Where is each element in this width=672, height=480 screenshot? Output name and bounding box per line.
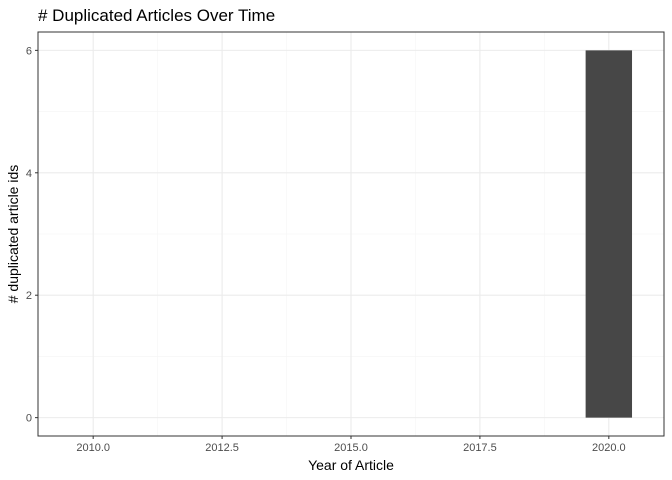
y-tick-label: 4 [26, 168, 32, 180]
y-tick-label: 6 [26, 45, 32, 57]
y-axis-title: # duplicated article ids [5, 165, 21, 304]
x-axis: 2010.0 2012.5 2015.0 2017.5 2020.0 [76, 436, 626, 454]
y-tick-label: 0 [26, 413, 32, 425]
y-tick-label: 2 [26, 290, 32, 302]
x-tick-label: 2015.0 [334, 442, 368, 454]
x-tick-label: 2017.5 [463, 442, 497, 454]
x-tick-label: 2020.0 [592, 442, 626, 454]
x-axis-title: Year of Article [308, 457, 394, 473]
x-tick-label: 2010.0 [76, 442, 110, 454]
y-axis: 0 2 4 6 [26, 45, 38, 425]
chart-title: # Duplicated Articles Over Time [38, 6, 275, 25]
bar [585, 50, 633, 418]
x-tick-label: 2012.5 [205, 442, 239, 454]
bars [585, 50, 633, 418]
